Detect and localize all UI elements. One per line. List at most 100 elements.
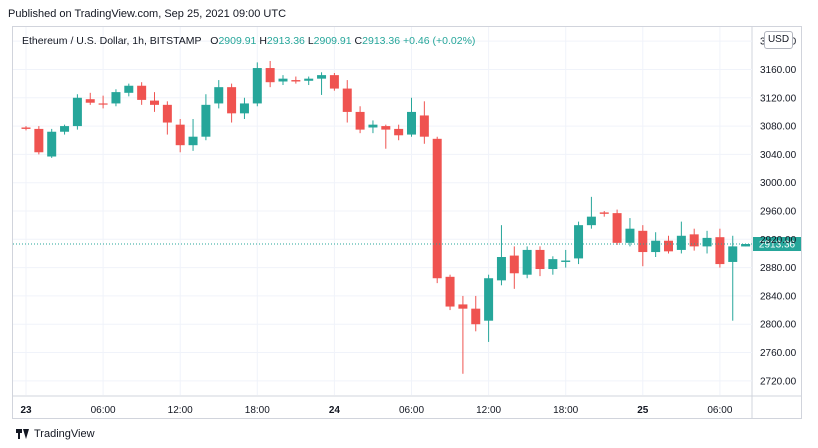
candle-body: [227, 87, 237, 114]
candle-body: [702, 237, 712, 247]
candle-body: [496, 257, 506, 281]
y-tick-label: 2760.00: [760, 348, 797, 359]
y-tick-label: 3080.00: [760, 122, 797, 133]
candle-body: [432, 138, 442, 279]
candle-body: [471, 308, 481, 325]
y-tick-label: 3120.00: [760, 93, 797, 104]
y-tick-label: 3000.00: [760, 178, 797, 189]
candle-body: [252, 68, 262, 104]
candle-body: [664, 240, 673, 252]
candle-body: [175, 124, 185, 146]
candle-body: [484, 278, 494, 321]
high-value: 2913.36: [266, 35, 305, 47]
candle-body: [689, 234, 699, 247]
candle-body: [458, 304, 468, 309]
x-tick-label: 12:00: [476, 405, 501, 416]
candle-body: [715, 237, 725, 265]
candle-body: [342, 88, 352, 112]
candle-body: [728, 246, 738, 262]
candle-body: [522, 249, 532, 275]
y-tick-label: 2840.00: [760, 291, 797, 302]
candle-body: [651, 240, 661, 253]
candle-body: [111, 92, 121, 104]
x-tick-label: 18:00: [553, 405, 578, 416]
y-tick-label: 2880.00: [760, 263, 797, 274]
candle-body: [612, 213, 622, 243]
candle-body: [419, 115, 429, 137]
x-tick-label: 12:00: [168, 405, 193, 416]
x-tick-label: 24: [329, 405, 341, 416]
candle-body: [355, 111, 365, 130]
candle-body: [368, 124, 378, 128]
candle-body: [47, 131, 57, 157]
candle-body: [21, 127, 31, 129]
low-value: 2909.91: [313, 35, 352, 47]
published-text: Published on TradingView.com, Sep 25, 20…: [8, 8, 287, 20]
open-value: 2909.91: [218, 35, 257, 47]
tradingview-logo-icon: [16, 429, 30, 439]
candle-body: [137, 85, 147, 100]
y-tick-label: 2800.00: [760, 320, 797, 331]
open-label: O: [210, 35, 219, 47]
x-tick-label: 18:00: [245, 405, 270, 416]
symbol-title: Ethereum / U.S. Dollar, 1h, BITSTAMP: [22, 35, 202, 47]
candle-body: [548, 259, 558, 270]
candles-layer: [21, 60, 751, 374]
x-tick-label: 23: [20, 405, 32, 416]
candle-body: [561, 260, 571, 262]
y-tick-label: 3040.00: [760, 150, 797, 161]
candle-body: [574, 225, 584, 259]
y-tick-label: 2960.00: [760, 207, 797, 218]
candle-body: [162, 104, 172, 123]
y-tick-label: 2720.00: [760, 376, 797, 387]
x-tick-label: 06:00: [91, 405, 116, 416]
candle-body: [98, 103, 108, 105]
x-tick-label: 25: [637, 405, 649, 416]
brand-name: TradingView: [34, 428, 95, 440]
chart-legend: Ethereum / U.S. Dollar, 1h, BITSTAMP O29…: [22, 35, 475, 47]
y-axis: 2720.00 2760.00 2800.00 2840.00 2880.00 2920.…: [760, 37, 797, 388]
close-label: C: [354, 35, 363, 47]
candle-body: [586, 216, 596, 226]
candle-body: [638, 230, 648, 253]
x-tick-label: 06:00: [707, 405, 732, 416]
candle-body: [214, 87, 224, 104]
candle-body: [381, 126, 391, 130]
chart-grid: [13, 27, 801, 418]
high-label: H: [259, 35, 267, 47]
candle-body: [188, 136, 198, 146]
price-line-layer: 2913.36: [13, 237, 801, 252]
candle-body: [239, 103, 249, 114]
candle-body: [72, 97, 82, 127]
candle-body: [265, 68, 275, 83]
last-price-badge: [753, 237, 801, 252]
candle-body: [85, 99, 95, 103]
candle-body: [509, 255, 519, 274]
candle-body: [291, 80, 301, 82]
close-value: 2913.36: [362, 35, 401, 47]
footer-brand: TradingView: [16, 428, 95, 440]
candle-body: [60, 126, 70, 132]
x-tick-label: 06:00: [399, 405, 424, 416]
candle-body: [278, 78, 288, 82]
candle-body: [741, 244, 751, 247]
y-tick-label: 3160.00: [760, 65, 797, 76]
candle-body: [304, 78, 314, 81]
candle-body: [124, 85, 134, 93]
candle-body: [676, 235, 686, 250]
last-price-label: 2913.36: [759, 240, 796, 251]
change-value: +0.46 (+0.02%): [403, 35, 476, 47]
currency-button[interactable]: USD: [764, 31, 793, 49]
candle-body: [445, 276, 455, 307]
y-tick-label: 2920.00: [760, 235, 797, 246]
candle-body: [394, 128, 404, 136]
candle-body: [150, 100, 159, 105]
candle-body: [317, 75, 327, 79]
candle-body: [201, 104, 211, 137]
candle-body: [535, 249, 545, 270]
candle-body: [407, 111, 416, 135]
candle-body: [625, 228, 635, 243]
candle-body: [329, 75, 339, 89]
candle-body: [599, 212, 609, 214]
